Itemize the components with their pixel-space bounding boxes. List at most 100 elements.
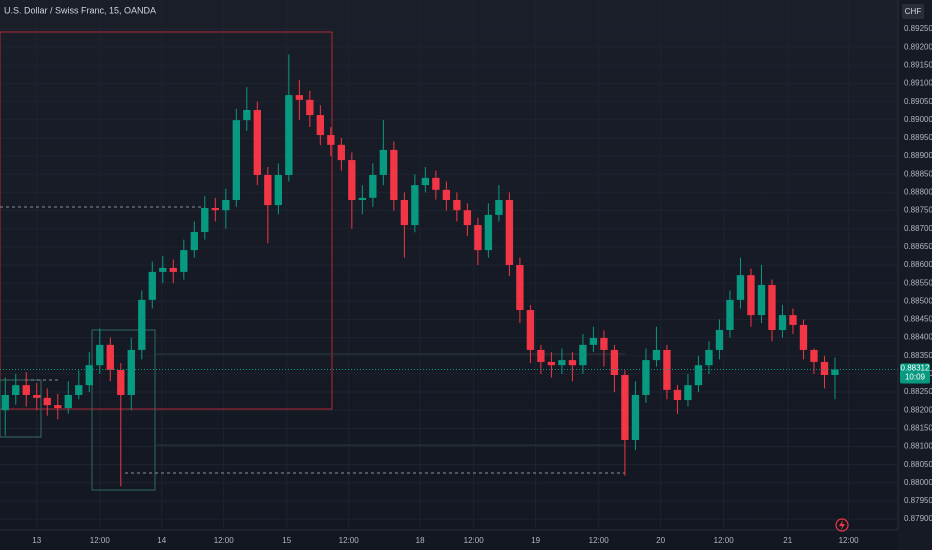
candle-body [642,360,650,395]
x-tick-label: 12:00 [214,536,235,545]
last-price-label: 0.88312 [901,364,930,373]
candle-body [831,369,839,375]
price-axis [898,0,932,550]
candle-body [747,275,755,316]
candle-body [232,120,240,201]
y-tick-label: 0.87950 [904,496,932,505]
y-tick-label: 0.89150 [904,60,932,69]
candles [1,54,839,487]
y-tick-label: 0.87900 [904,514,932,523]
candle-body [547,361,556,366]
currency-button[interactable] [902,4,924,19]
y-tick-label: 0.88900 [904,151,932,160]
candle-body [442,189,451,201]
y-tick-label: 0.88500 [904,296,932,305]
candle-body [736,275,745,300]
candle-body [253,109,261,175]
candle-body [369,174,377,198]
candle-body [316,115,325,136]
candle-body [568,360,577,366]
candle-body [757,284,766,316]
candle-body [127,349,135,395]
icon-bolt[interactable] [839,520,845,530]
candle-body [715,329,724,350]
y-tick-label: 0.88850 [904,169,932,178]
candle-body [75,385,83,395]
icon-circle[interactable] [835,518,849,532]
y-tick-label: 0.88450 [904,315,932,324]
y-tick-label: 0.89000 [904,115,932,124]
x-tick-label: 18 [416,536,425,545]
candle-body [274,174,283,206]
candle-body [789,315,797,325]
countdown-label: 10:09 [905,373,926,382]
y-tick-label: 0.89250 [904,24,932,33]
x-tick-label: 12:00 [90,536,111,545]
candle-body [421,177,430,186]
x-tick-label: 12:00 [339,536,360,545]
y-tick-label: 0.88350 [904,351,932,360]
candle-body [201,208,209,232]
x-tick-label: 15 [282,536,291,545]
y-tick-label: 0.88150 [904,423,932,432]
candle-body [484,214,493,251]
currency-label[interactable]: CHF [905,7,922,16]
candle-body [85,365,93,386]
candle-body [243,109,251,121]
candle-body [117,369,125,395]
candle-body [348,160,356,201]
candle-body [22,385,30,395]
candle-body [390,149,398,201]
candle-body [432,177,440,190]
candle-body [411,185,419,226]
y-tick-label: 0.88000 [904,478,932,487]
candle-body [211,208,219,211]
y-tick-label: 0.88800 [904,188,932,197]
candle-body [652,349,661,361]
candle-body [358,197,367,201]
candle-body [96,344,104,366]
candle-body [379,149,388,175]
candle-body [516,265,524,311]
candle-body [12,385,20,395]
candle-body [159,267,167,272]
y-tick-label: 0.88750 [904,206,932,215]
y-tick-label: 0.88650 [904,242,932,251]
candle-body [684,385,692,401]
x-tick-label: 12:00 [839,536,860,545]
y-tick-label: 0.88550 [904,278,932,287]
candle-body [463,210,472,226]
x-tick-label: 12:00 [464,536,485,545]
candle-body [169,267,177,272]
grid [0,0,898,530]
x-tick-label: 14 [157,536,166,545]
candle-body [778,315,787,330]
candle-body [810,349,818,362]
candle-body [33,394,41,398]
candle-body [148,271,156,300]
candle-body [579,344,587,366]
candle-body [705,349,713,366]
candle-body [474,225,482,251]
candle-body [673,389,682,401]
candle-body [621,374,629,440]
candle-body [180,250,188,272]
candle-body [327,135,335,145]
candle-body [495,200,503,215]
candle-body [453,200,461,211]
candle-body [285,95,293,175]
y-tick-label: 0.88950 [904,133,932,142]
y-tick-label: 0.88400 [904,333,932,342]
replay-icon[interactable] [835,518,849,532]
candle-body [526,310,535,350]
drawing-box [0,31,333,410]
candle-body [400,200,409,226]
candle-body [43,397,51,406]
candle-body [726,299,734,330]
y-tick-label: 0.88700 [904,224,932,233]
candle-body [558,360,566,366]
y-tick-label: 0.88250 [904,387,932,396]
candle-body [589,337,598,345]
x-tick-label: 12:00 [714,536,735,545]
